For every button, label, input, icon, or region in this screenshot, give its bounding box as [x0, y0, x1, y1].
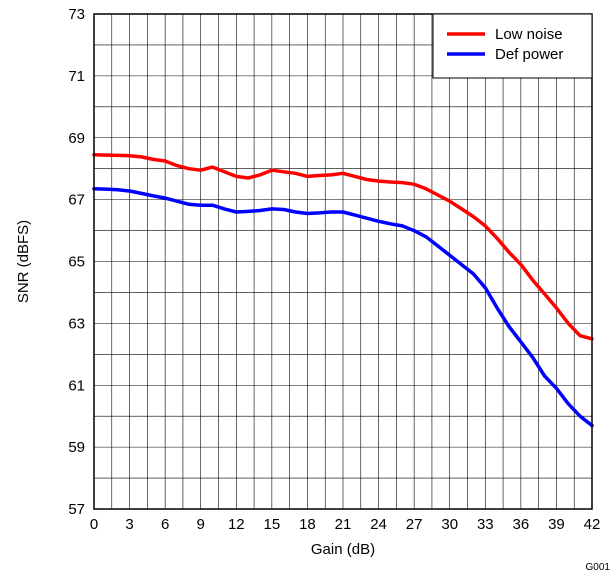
- y-tick-label: 69: [68, 130, 85, 147]
- y-tick-label: 65: [68, 254, 85, 271]
- x-tick-label: 6: [161, 516, 169, 533]
- legend-label: Def power: [495, 46, 563, 63]
- x-tick-label: 33: [477, 516, 494, 533]
- x-tick-label: 9: [197, 516, 205, 533]
- x-tick-label: 24: [370, 516, 387, 533]
- x-tick-label: 21: [335, 516, 352, 533]
- x-tick-label: 15: [264, 516, 281, 533]
- legend: Low noise Def power: [432, 13, 593, 79]
- plot-frame: [93, 13, 593, 510]
- y-tick-label: 57: [68, 501, 85, 518]
- y-axis-label: SNR (dBFS): [15, 220, 32, 303]
- series-layer: [92, 153, 594, 428]
- y-tick-label: 61: [68, 377, 85, 394]
- x-tick-label: 27: [406, 516, 423, 533]
- y-tick-label: 67: [68, 192, 85, 209]
- x-tick-label: 18: [299, 516, 316, 533]
- figure-code: G001: [586, 562, 611, 573]
- legend-box: [432, 13, 593, 79]
- y-tick-label: 73: [68, 6, 85, 23]
- x-tick-label: 0: [90, 516, 98, 533]
- x-tick-label: 36: [513, 516, 530, 533]
- x-tick-label: 12: [228, 516, 245, 533]
- legend-label: Low noise: [495, 26, 563, 43]
- series-line-low-noise: [92, 153, 594, 341]
- x-tick-label: 3: [125, 516, 133, 533]
- x-tick-label: 30: [441, 516, 458, 533]
- x-tick-label: 39: [548, 516, 565, 533]
- y-tick-label: 71: [68, 68, 85, 85]
- x-tick-label: 42: [584, 516, 601, 533]
- grid: [93, 13, 593, 510]
- y-axis-ticks: 57 59 61 63 65 67 69 71 73: [68, 6, 85, 518]
- series-line-def-power: [92, 187, 594, 428]
- x-axis-label: Gain (dB): [311, 541, 375, 558]
- y-tick-label: 63: [68, 315, 85, 332]
- x-axis-ticks: 0 3 6 9 12 15 18 21 24 27 30 33 36 39 42: [90, 516, 601, 533]
- y-tick-label: 59: [68, 439, 85, 456]
